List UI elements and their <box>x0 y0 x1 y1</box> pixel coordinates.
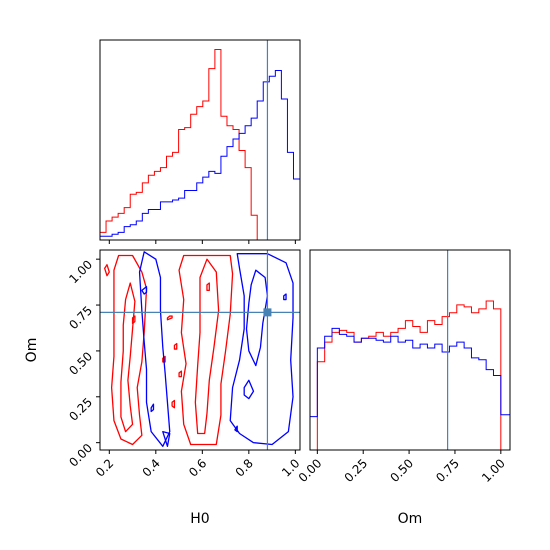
contour-blue-6 <box>150 403 155 413</box>
contour-blue-3 <box>245 269 269 367</box>
contour-red-3 <box>194 258 220 435</box>
om-y-tick-label-1: 0.25 <box>66 395 95 424</box>
om-y-tick-label-0: 0.00 <box>66 441 95 470</box>
contour-blue-2 <box>229 253 294 446</box>
contour-blue-7 <box>283 293 287 301</box>
contour-h0-om-panel: 0.2 0.4 0.6 0.8 1.00.000.250.500.751.00 <box>66 249 302 480</box>
h0-x-tick-label-0: 0.2 <box>93 456 116 479</box>
h0-hist-blue <box>99 69 301 240</box>
om-x-tick-label-4: 1.00 <box>479 456 508 485</box>
contour-red-8 <box>206 282 210 292</box>
contour-red-7 <box>178 370 183 378</box>
contour-red-2 <box>178 254 234 446</box>
om-x-tick-label-3: 0.75 <box>433 456 462 485</box>
om-hist-red <box>310 300 510 451</box>
histogram-h0-panel <box>99 39 301 244</box>
h0-x-tick-label-1: 0.4 <box>140 456 163 479</box>
om-x-tick-label-0: 0.00 <box>296 456 325 485</box>
contour-blue-8 <box>234 425 238 433</box>
om-y-tick-label-3: 0.75 <box>66 303 95 332</box>
contour-blue-0 <box>138 251 171 447</box>
contour-red-1 <box>120 282 136 433</box>
om-y-tick-label-4: 1.00 <box>66 257 95 286</box>
contour-red-4 <box>166 315 173 321</box>
contour-red-5 <box>131 315 136 325</box>
om-x-tick-label-2: 0.50 <box>387 456 416 485</box>
h0-x-tick-label-3: 0.8 <box>233 456 256 479</box>
om-y-tick-label-2: 0.50 <box>66 349 95 378</box>
contour-red-9 <box>104 264 110 277</box>
h0-x-tick-label-2: 0.6 <box>186 456 209 479</box>
contour-red-6 <box>171 399 176 409</box>
x-axis-label-h0: H0 <box>190 511 209 527</box>
om-hist-frame <box>309 249 511 451</box>
contour-red-11 <box>173 342 178 350</box>
om-x-tick-label-1: 0.25 <box>342 456 371 485</box>
contour-blue-4 <box>243 379 255 400</box>
contour-blue-1 <box>162 431 171 447</box>
om-hist-blue <box>309 327 511 450</box>
contour-frame <box>99 249 301 451</box>
truth-marker <box>263 308 272 317</box>
contour-blue-5 <box>141 286 148 295</box>
x-axis-label-om: Om <box>398 511 423 527</box>
contour-lines <box>104 251 294 447</box>
h0-hist-frame <box>99 39 301 241</box>
histogram-om-panel: 0.00 0.25 0.50 0.75 1.00 <box>296 249 511 485</box>
y-axis-label-om: Om <box>24 338 40 363</box>
contour-red-10 <box>162 355 166 363</box>
contour-red-0 <box>110 254 148 446</box>
h0-hist-red <box>99 49 300 241</box>
